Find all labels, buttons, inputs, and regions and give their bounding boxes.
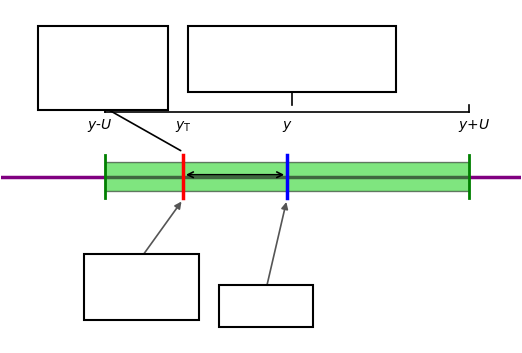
Text: $\Delta = y - y_\mathrm{T}$: $\Delta = y - y_\mathrm{T}$ (69, 71, 137, 88)
FancyBboxPatch shape (188, 26, 396, 92)
FancyBboxPatch shape (105, 162, 469, 191)
Text: Eredmény: Eredmény (234, 300, 298, 313)
Text: Bizonytalansági tartomány: Bizonytalansági tartomány (198, 40, 387, 53)
Text: $y - U \;\ldots\; y + U$: $y - U \;\ldots\; y + U$ (245, 62, 339, 79)
Text: Hiba: Hiba (83, 43, 122, 58)
Text: $y$-$U$: $y$-$U$ (87, 118, 113, 134)
Text: $y$+$U$: $y$+$U$ (458, 118, 490, 134)
Text: $y_\mathrm{T}$: $y_\mathrm{T}$ (175, 119, 192, 134)
Text: "Valódi
érték": "Valódi érték" (120, 273, 163, 301)
Text: $y$: $y$ (281, 119, 292, 134)
FancyBboxPatch shape (219, 285, 313, 327)
FancyBboxPatch shape (85, 253, 199, 320)
FancyBboxPatch shape (38, 26, 168, 110)
